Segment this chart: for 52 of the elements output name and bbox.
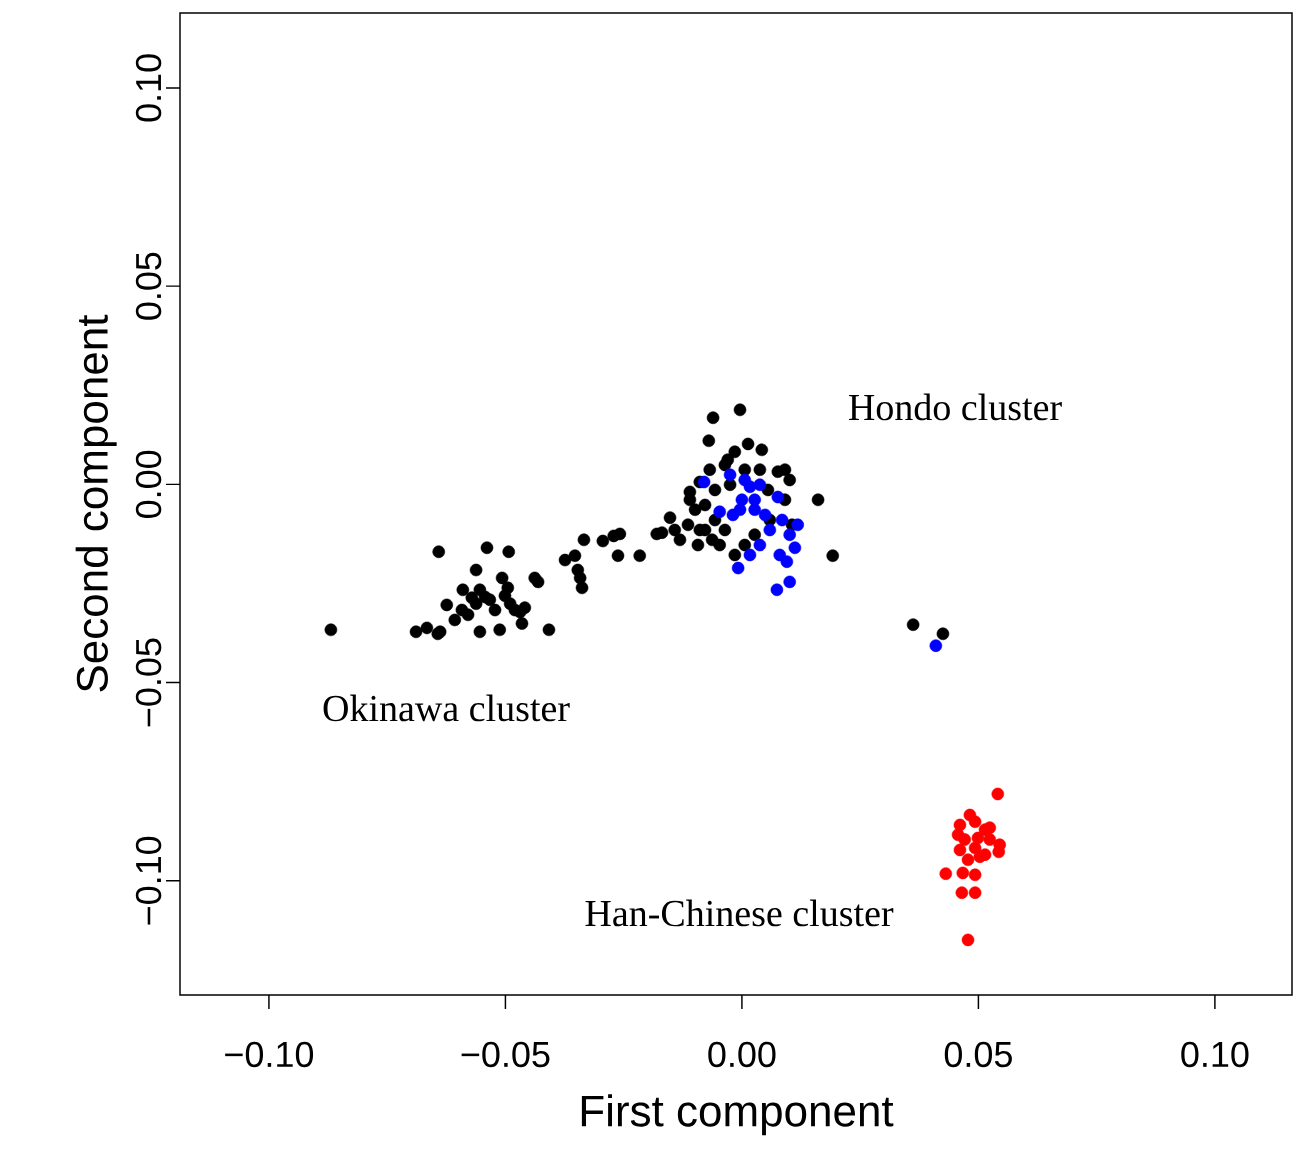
point — [978, 848, 992, 861]
x-axis-title: First component — [581, 1094, 894, 1136]
x-tick-label: 0.05 — [944, 1041, 1012, 1068]
point — [983, 821, 997, 834]
x-tick-label: −0.05 — [461, 1041, 550, 1068]
y-tick-label: 0.00 — [135, 450, 162, 518]
y-axis-title: Second component — [75, 314, 117, 692]
point — [713, 505, 726, 518]
point — [953, 843, 967, 857]
point — [723, 468, 737, 482]
point — [697, 475, 711, 489]
point — [783, 528, 796, 541]
y-tick-label: −0.10 — [135, 836, 162, 925]
x-tick-label: 0.10 — [1181, 1041, 1249, 1068]
point — [748, 503, 761, 516]
y-tick-label: 0.10 — [135, 54, 162, 122]
point — [763, 523, 777, 537]
point — [961, 853, 975, 867]
point — [951, 828, 965, 842]
point — [992, 845, 1006, 859]
point — [971, 831, 985, 845]
point — [955, 886, 969, 899]
y-tick-label: 0.05 — [135, 252, 162, 320]
point — [743, 548, 757, 562]
point — [753, 478, 767, 492]
x-tick-label: 0.00 — [708, 1041, 776, 1068]
point — [731, 561, 745, 575]
point — [753, 538, 767, 552]
annotation: Okinawa cluster — [323, 694, 570, 722]
point — [726, 508, 740, 522]
y-tick-label: −0.05 — [135, 638, 162, 727]
point — [991, 787, 1005, 801]
point — [968, 815, 982, 829]
point — [775, 513, 789, 527]
point — [783, 575, 796, 589]
point — [788, 541, 802, 555]
point — [939, 867, 953, 880]
point — [961, 933, 975, 947]
point — [968, 886, 982, 899]
point — [771, 490, 785, 504]
point — [968, 868, 982, 882]
annotation: Han-Chinese cluster — [585, 899, 894, 927]
point — [770, 583, 784, 597]
point — [780, 555, 794, 568]
point — [929, 639, 943, 652]
point — [735, 493, 749, 507]
point — [758, 508, 772, 522]
x-tick-label: −0.10 — [225, 1041, 314, 1068]
point — [956, 866, 970, 880]
annotation: Hondo cluster — [848, 393, 1062, 421]
point — [791, 518, 804, 532]
point — [983, 833, 997, 846]
